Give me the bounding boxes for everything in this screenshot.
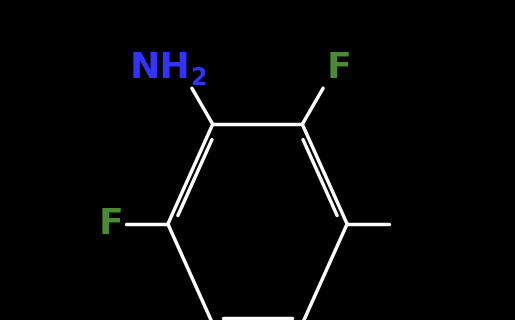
Text: NH: NH	[130, 51, 191, 85]
Text: F: F	[327, 51, 351, 85]
Text: 2: 2	[190, 66, 207, 90]
Text: F: F	[98, 207, 123, 241]
